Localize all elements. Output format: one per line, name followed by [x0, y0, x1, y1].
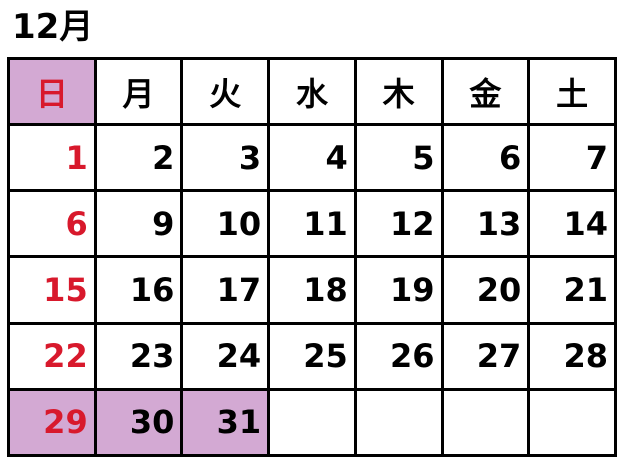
day-cell: 19	[353, 255, 444, 325]
day-cell: 3	[180, 123, 271, 193]
day-cell: 23	[93, 321, 184, 391]
week-row-3: 15 16 17 18 19 20 21	[7, 255, 617, 325]
calendar-title: 12月	[12, 7, 94, 47]
day-cell: 2	[93, 123, 184, 193]
day-cell: 6	[7, 189, 97, 259]
weekday-thursday: 木	[353, 56, 444, 127]
day-cell: 5	[353, 123, 444, 193]
day-cell: 29	[7, 387, 97, 458]
empty-cell	[267, 387, 357, 458]
day-cell: 20	[440, 255, 531, 325]
day-cell: 17	[180, 255, 271, 325]
day-cell: 10	[180, 189, 271, 259]
day-cell: 22	[7, 321, 97, 391]
weekday-sunday: 日	[7, 56, 97, 127]
day-cell: 24	[180, 321, 271, 391]
calendar-grid: 日 月 火 水 木 金 土 1 2 3 4 5 6 7 6 9 10 11 12…	[7, 56, 617, 458]
week-row-1: 1 2 3 4 5 6 7	[7, 123, 617, 193]
day-cell: 7	[527, 123, 617, 193]
day-cell: 1	[7, 123, 97, 193]
day-cell: 6	[440, 123, 531, 193]
day-cell: 27	[440, 321, 531, 391]
empty-cell	[353, 387, 444, 458]
day-cell: 15	[7, 255, 97, 325]
day-cell: 21	[527, 255, 617, 325]
day-cell: 11	[267, 189, 357, 259]
empty-cell	[527, 387, 617, 458]
day-cell: 25	[267, 321, 357, 391]
week-row-4: 22 23 24 25 26 27 28	[7, 321, 617, 391]
week-row-2: 6 9 10 11 12 13 14	[7, 189, 617, 259]
weekday-saturday: 土	[527, 56, 617, 127]
weekday-friday: 金	[440, 56, 531, 127]
weekday-header-row: 日 月 火 水 木 金 土	[7, 56, 617, 127]
day-cell: 9	[93, 189, 184, 259]
day-cell: 28	[527, 321, 617, 391]
weekday-tuesday: 火	[180, 56, 271, 127]
empty-cell	[440, 387, 531, 458]
day-cell: 31	[180, 387, 271, 458]
day-cell: 4	[267, 123, 357, 193]
day-cell: 14	[527, 189, 617, 259]
day-cell: 16	[93, 255, 184, 325]
week-row-5: 29 30 31	[7, 387, 617, 458]
weekday-wednesday: 水	[267, 56, 357, 127]
day-cell: 30	[93, 387, 184, 458]
day-cell: 12	[353, 189, 444, 259]
day-cell: 26	[353, 321, 444, 391]
weekday-monday: 月	[93, 56, 184, 127]
day-cell: 13	[440, 189, 531, 259]
day-cell: 18	[267, 255, 357, 325]
